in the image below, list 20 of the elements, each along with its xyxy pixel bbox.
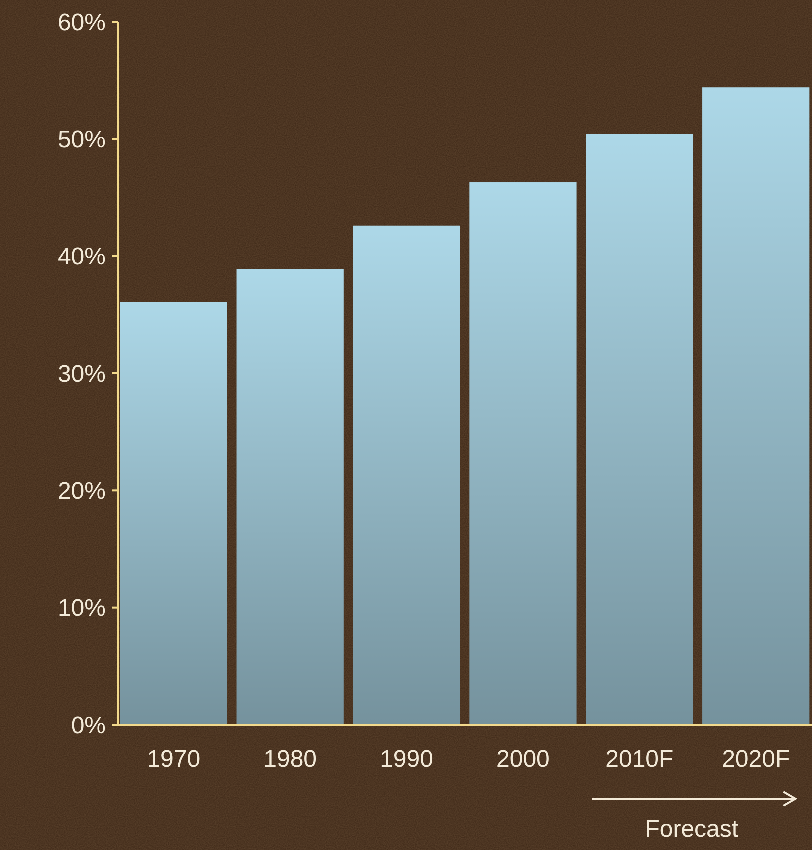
bar [702, 88, 810, 725]
x-tick-label: 1970 [147, 746, 201, 773]
y-tick-label: 60% [58, 9, 106, 36]
x-tick-label: 2010F [606, 746, 674, 773]
x-tick-label: 2000 [496, 746, 550, 773]
y-tick-label: 0% [71, 712, 106, 740]
x-tick-label: 2020F [722, 746, 790, 773]
y-tick-label: 20% [58, 478, 106, 506]
bar [120, 302, 228, 725]
y-tick-label: 30% [58, 360, 106, 388]
x-tick-label: 1980 [264, 746, 318, 773]
bar [470, 182, 577, 725]
x-tick-label: 1990 [380, 746, 434, 773]
y-tick-label: 50% [58, 126, 106, 154]
text: Forecast [645, 816, 739, 843]
y-tick-label: 10% [58, 595, 106, 622]
y-tick-label: 40% [58, 244, 106, 271]
bar [353, 226, 460, 725]
bar [236, 269, 344, 725]
bar [586, 134, 694, 725]
